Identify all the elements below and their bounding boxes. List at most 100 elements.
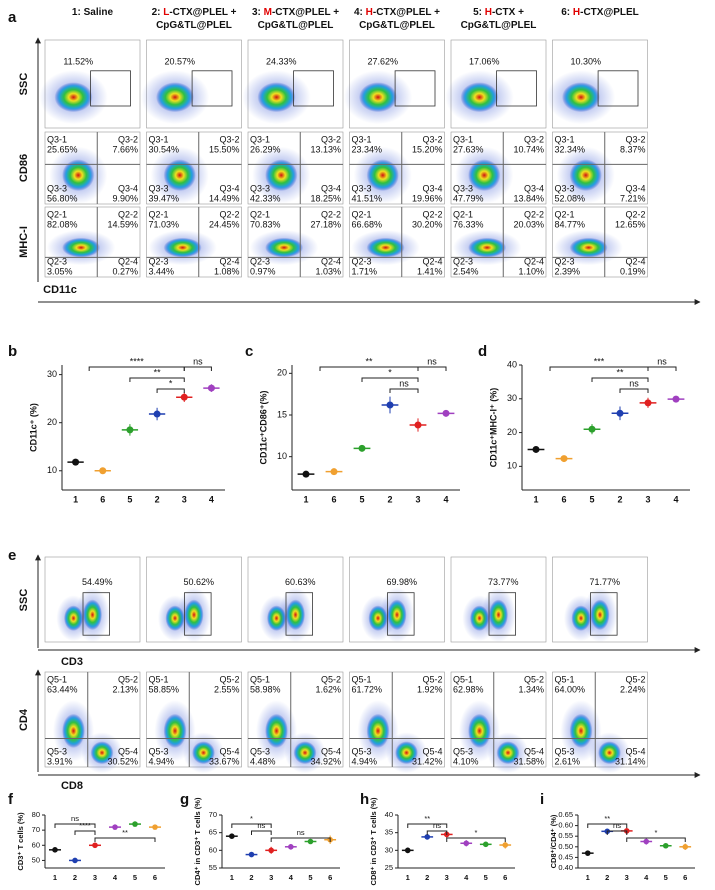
- quadrant-name: Q2-2: [321, 209, 341, 219]
- quadrant-name: Q2-3: [47, 256, 67, 266]
- gate: [293, 70, 334, 107]
- density-blob: [192, 741, 215, 765]
- y-tick-label: 40: [507, 359, 517, 369]
- gate-value: 10.30%: [570, 56, 601, 66]
- y-tick-label: 40: [385, 810, 393, 819]
- mean-marker: [180, 393, 188, 401]
- gate-value: 11.52%: [63, 56, 93, 66]
- density-blob: [163, 713, 187, 749]
- quadrant-value: 3.44%: [149, 266, 175, 276]
- quadrant-name: Q3-4: [625, 183, 645, 193]
- gate-value: 17.06%: [469, 56, 500, 66]
- quadrant-name: Q5-1: [352, 674, 372, 684]
- title-segment: CpG&TL@PLEL: [359, 20, 435, 31]
- y-tick-label: 50: [32, 855, 40, 864]
- significance-bracket: [74, 830, 96, 835]
- y-tick-label: 20: [47, 417, 57, 427]
- quadrant-name: Q3-2: [524, 134, 544, 144]
- quadrant-name: Q2-1: [555, 209, 575, 219]
- x-tick-label: 1: [406, 873, 410, 882]
- title-segment: H: [573, 7, 580, 18]
- quadrant-name: Q3-1: [250, 134, 270, 144]
- density-blob: [460, 82, 499, 113]
- quadrant-value: 1.34%: [518, 684, 544, 694]
- density-blob: [395, 741, 418, 765]
- density-blob: [257, 82, 296, 113]
- title-segment: CpG&TL@PLEL: [258, 20, 334, 31]
- significance-label: *: [655, 828, 658, 837]
- x-tick-label: 3: [93, 873, 97, 882]
- quadrant-name: Q3-2: [321, 134, 341, 144]
- x-tick-label: 5: [308, 873, 312, 882]
- x-tick-label: 5: [484, 873, 488, 882]
- x-tick-label: 4: [443, 494, 448, 504]
- density-blob: [489, 599, 508, 631]
- gate-value: 27.62%: [367, 56, 398, 66]
- density-blob: [293, 741, 317, 765]
- quadrant-name: Q2-3: [453, 256, 473, 266]
- quadrant-value: 41.51%: [352, 193, 383, 203]
- quadrant-name: Q2-4: [524, 256, 544, 266]
- quadrant-value: 23.34%: [352, 144, 383, 154]
- x-tick-label: 2: [249, 873, 253, 882]
- density-blob: [286, 599, 305, 631]
- quadrant-name: Q3-3: [352, 183, 372, 193]
- gate-value: 20.57%: [164, 56, 195, 66]
- density-blob: [598, 741, 621, 765]
- y-tick-label: 30: [507, 393, 517, 403]
- mean-marker: [502, 842, 509, 848]
- quadrant-value: 4.94%: [352, 756, 378, 766]
- x-tick-label: 2: [425, 873, 429, 882]
- mean-marker: [358, 444, 366, 452]
- mean-marker: [307, 838, 314, 845]
- mean-marker: [152, 824, 158, 830]
- quadrant-name: Q3-2: [118, 134, 138, 144]
- group-title: 3: M-CTX@PLEL +: [252, 7, 339, 18]
- quadrant-value: 4.10%: [453, 756, 479, 766]
- mean-marker: [268, 847, 274, 854]
- y-tick-label: 25: [385, 863, 393, 872]
- significance-label: ns: [399, 378, 409, 388]
- quadrant-value: 1.08%: [214, 266, 240, 276]
- group-title: 6: H-CTX@PLEL: [561, 7, 639, 18]
- quadrant-name: Q3-2: [422, 134, 442, 144]
- quadrant-name: Q5-3: [453, 746, 473, 756]
- quadrant-name: Q5-1: [453, 674, 473, 684]
- axis-label: CD8: [61, 780, 83, 792]
- group-title: CpG&TL@PLEL: [461, 20, 537, 31]
- density-blob: [387, 599, 407, 631]
- title-segment: 2:: [152, 7, 164, 18]
- quadrant-name: Q5-2: [219, 674, 239, 684]
- y-tick-label: 55: [209, 863, 217, 872]
- title-segment: H: [485, 7, 492, 18]
- quadrant-name: Q3-2: [219, 134, 239, 144]
- quadrant-name: Q3-3: [250, 183, 270, 193]
- significance-label: **: [424, 814, 430, 823]
- significance-label: ns: [657, 356, 667, 366]
- y-tick-label: 15: [277, 409, 287, 419]
- x-tick-label: 6: [561, 494, 566, 504]
- x-tick-label: 6: [100, 494, 105, 504]
- quadrant-value: 13.84%: [513, 193, 544, 203]
- gate-value: 50.62%: [183, 577, 214, 587]
- title-segment: 3:: [252, 7, 264, 18]
- gate: [387, 592, 415, 636]
- mean-marker: [288, 844, 294, 850]
- x-tick-label: 6: [683, 873, 687, 882]
- quadrant-value: 7.66%: [112, 144, 138, 154]
- significance-label: ns: [629, 378, 639, 388]
- quadrant-name: Q5-4: [118, 746, 138, 756]
- quadrant-name: Q3-4: [219, 183, 239, 193]
- y-tick-label: 70: [32, 825, 40, 834]
- gate: [488, 592, 517, 636]
- significance-label: ****: [130, 356, 145, 366]
- x-tick-label: 3: [625, 873, 629, 882]
- quadrant-name: Q5-3: [352, 746, 372, 756]
- x-tick-label: 4: [673, 494, 678, 504]
- quadrant-value: 56.80%: [47, 193, 78, 203]
- quadrant-value: 2.13%: [112, 684, 138, 694]
- gate-value: 24.33%: [266, 56, 297, 66]
- quadrant-value: 0.97%: [250, 266, 276, 276]
- quadrant-value: 70.83%: [250, 219, 281, 229]
- x-tick-label: 4: [464, 873, 469, 882]
